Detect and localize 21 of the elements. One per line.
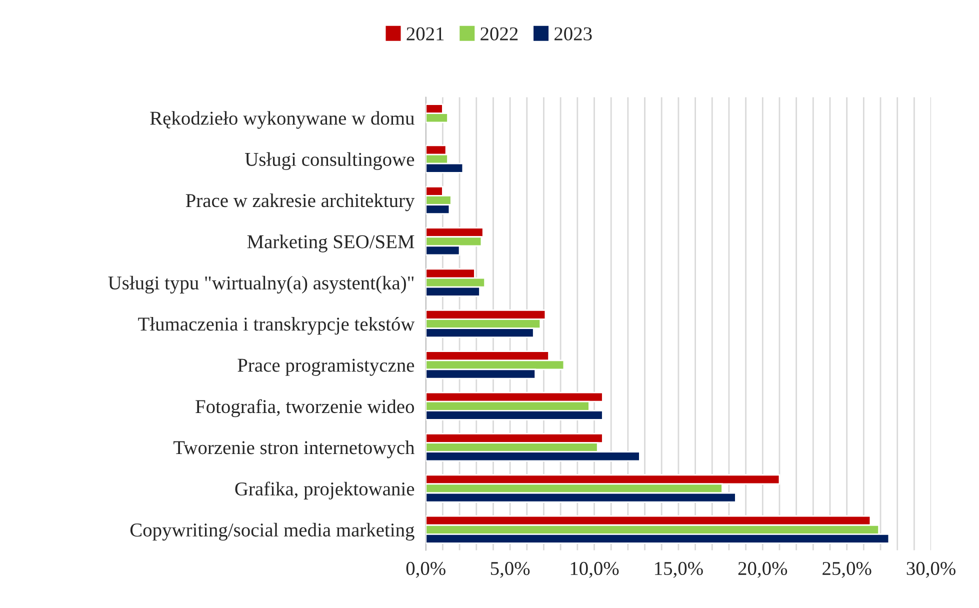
- y-tick-label: Tłumaczenia i transkrypcje tekstów: [138, 317, 415, 335]
- x-tick-label: 20,0%: [738, 562, 788, 578]
- y-tick-label: Fotografia, tworzenie wideo: [196, 399, 414, 418]
- y-tick-label: Copywriting/social media marketing: [130, 522, 414, 541]
- y-tick-label: Tworzenie stron internetowych: [173, 440, 414, 458]
- y-tick-label: Usługi typu "wirtualny(a) asystent(ka)": [108, 276, 414, 294]
- y-tick-label: Grafika, projektowanie: [235, 482, 414, 500]
- x-tick-label: 0,0%: [406, 562, 446, 578]
- legend-label: 2022: [480, 27, 518, 40]
- legend-label: 2023: [554, 27, 592, 40]
- x-tick-label: 25,0%: [822, 562, 872, 578]
- y-tick-label: Usługi consultingowe: [245, 152, 414, 170]
- x-tick-label: 15,0%: [655, 562, 703, 578]
- x-tick-label: 10,0%: [570, 562, 619, 578]
- y-tick-label: Prace programistyczne: [238, 358, 414, 376]
- y-tick-label: Prace w zakresie architektury: [186, 193, 415, 212]
- y-tick-label: Rękodzieło wykonywane w domu: [150, 111, 414, 129]
- y-tick-label: Marketing SEO/SEM: [247, 234, 414, 252]
- legend-label: 2021: [406, 27, 444, 40]
- x-tick-label: 30,0%: [906, 562, 956, 578]
- x-tick-label: 5,0%: [490, 562, 530, 578]
